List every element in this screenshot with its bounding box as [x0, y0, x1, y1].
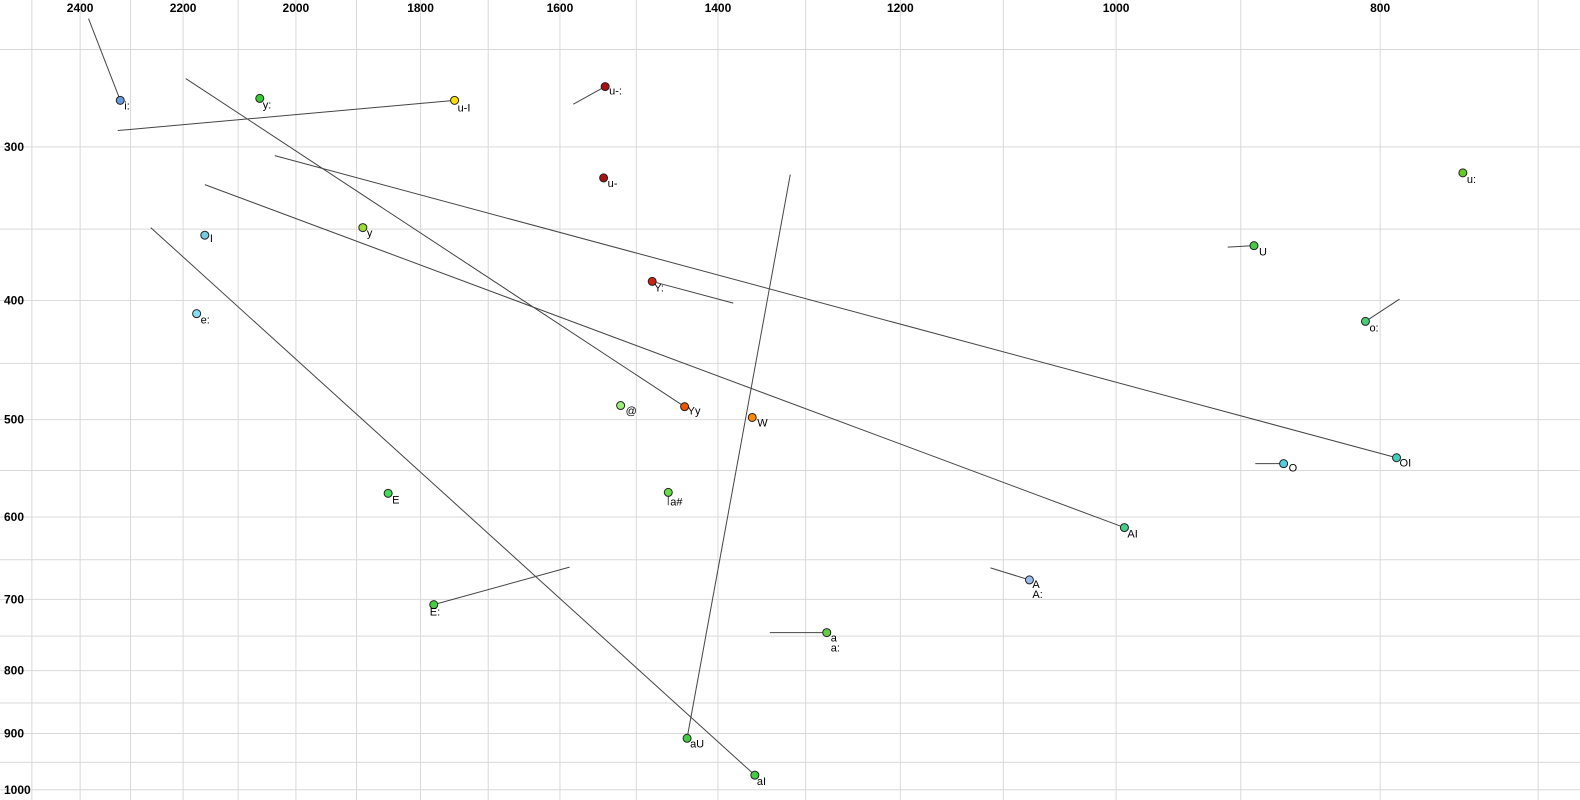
- trajectory-line-ai: [150, 227, 756, 776]
- x-tick-label: 1800: [407, 1, 434, 15]
- trajectory-line-olong: [1365, 298, 1400, 322]
- data-point-w[interactable]: [747, 412, 757, 422]
- data-point-olong[interactable]: [1360, 316, 1370, 326]
- point-label-i: I: [210, 233, 213, 245]
- y-tick-label: 800: [4, 664, 24, 678]
- x-tick-label: 1200: [887, 1, 914, 15]
- point-label-elong: e:: [201, 315, 210, 327]
- data-point-ylong[interactable]: [255, 93, 265, 103]
- y-tick-label: 700: [4, 592, 24, 606]
- data-point-ubarlong[interactable]: [600, 82, 610, 92]
- data-point-y[interactable]: [358, 223, 368, 233]
- x-tick-label: 2400: [67, 1, 94, 15]
- data-point-yy[interactable]: [680, 402, 690, 412]
- point-label-ubar: u-: [608, 178, 618, 190]
- y-tick-label: 1000: [4, 783, 31, 797]
- point-label-ai: AI: [1127, 529, 1137, 541]
- data-point-ilong[interactable]: [115, 95, 125, 105]
- point-label-olong: o:: [1369, 322, 1378, 334]
- trajectory-line-ubarlong: [573, 86, 606, 105]
- data-point-ai[interactable]: [750, 770, 760, 780]
- trajectory-line-a: [990, 567, 1030, 581]
- x-tick-label: 800: [1370, 1, 1390, 15]
- data-point-e[interactable]: [383, 488, 393, 498]
- y-tick-label: 600: [4, 510, 24, 524]
- point-label-elong: E:: [430, 607, 440, 619]
- point-label-ai: aI: [757, 776, 766, 788]
- point-label-along: A:: [1032, 589, 1042, 601]
- point-label-ubari: u-I: [458, 102, 471, 114]
- data-point-ai[interactable]: [1119, 523, 1129, 533]
- data-point-ubari[interactable]: [450, 95, 460, 105]
- point-label-ilong: i:: [124, 100, 129, 112]
- point-label-w: W: [757, 417, 768, 429]
- point-label-ylong: y:: [263, 99, 272, 111]
- data-point-ylong[interactable]: [647, 276, 657, 286]
- data-point-ahash[interactable]: [663, 487, 673, 497]
- trajectory-line-ylong: [652, 280, 734, 304]
- trajectory-line-au: [686, 174, 791, 739]
- data-point-elong[interactable]: [429, 600, 439, 610]
- point-label-oi: OI: [1400, 458, 1412, 470]
- point-label-a: A: [1032, 579, 1040, 591]
- point-label-at: @: [626, 406, 637, 418]
- data-point-a[interactable]: [1024, 575, 1034, 585]
- data-point-au[interactable]: [682, 733, 692, 743]
- point-label-along: a:: [831, 643, 840, 655]
- data-point-oi[interactable]: [1392, 453, 1402, 463]
- data-point-o[interactable]: [1279, 459, 1289, 469]
- data-point-a[interactable]: [822, 628, 832, 638]
- point-label-e: E: [392, 494, 399, 506]
- data-point-at[interactable]: [616, 401, 626, 411]
- x-tick-label: 1400: [705, 1, 732, 15]
- y-tick-label: 300: [4, 140, 24, 154]
- point-label-ubarlong: u-:: [609, 86, 622, 98]
- point-label-o: O: [1289, 463, 1298, 475]
- point-label-ulong: u:: [1467, 174, 1476, 186]
- trajectory-line-ubari: [117, 99, 455, 132]
- trajectory-line-elong: [433, 566, 570, 606]
- x-tick-label: 2200: [170, 1, 197, 15]
- point-label-a: a: [831, 633, 838, 645]
- point-label-ylong: Y:: [654, 282, 664, 294]
- x-tick-label: 1000: [1103, 1, 1130, 15]
- trajectory-line-yy: [185, 78, 685, 408]
- point-label-ahash: a#: [670, 496, 683, 508]
- point-label-au: aU: [690, 738, 704, 750]
- point-label-y: y: [367, 228, 373, 240]
- data-point-elong[interactable]: [192, 309, 202, 319]
- point-label-yy: Yy: [688, 406, 701, 418]
- data-point-ulong[interactable]: [1458, 168, 1468, 178]
- point-label-u: U: [1259, 247, 1267, 259]
- y-tick-label: 500: [4, 413, 24, 427]
- y-tick-label: 900: [4, 727, 24, 741]
- data-point-i[interactable]: [200, 230, 210, 240]
- trajectory-line-ai: [204, 184, 1125, 529]
- y-tick-label: 400: [4, 293, 24, 307]
- data-point-ubar[interactable]: [599, 173, 609, 183]
- trajectory-line-oi: [274, 155, 1397, 459]
- x-tick-label: 1600: [547, 1, 574, 15]
- data-point-u[interactable]: [1249, 241, 1259, 251]
- x-tick-label: 2000: [283, 1, 310, 15]
- trajectory-line-ilong: [88, 18, 121, 101]
